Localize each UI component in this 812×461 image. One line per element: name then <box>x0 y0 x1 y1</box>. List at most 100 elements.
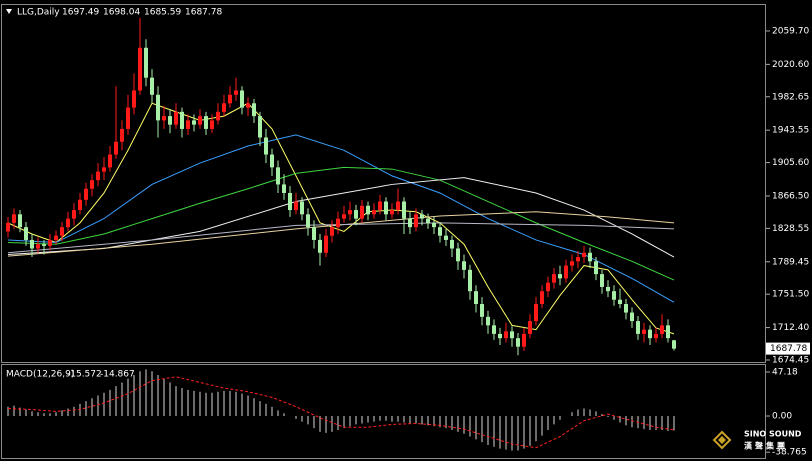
candle-body <box>234 90 238 95</box>
candle-body <box>90 180 94 189</box>
candle-body <box>78 199 82 211</box>
candle-body <box>30 239 34 249</box>
candle-body <box>144 47 148 78</box>
candle-body <box>240 90 244 108</box>
candle-body <box>516 338 520 347</box>
candle-body <box>306 214 310 228</box>
candle-body <box>510 331 514 339</box>
candle-body <box>198 116 202 125</box>
candle-body <box>252 103 256 117</box>
candle-body <box>384 201 388 215</box>
candle-body <box>390 210 394 215</box>
candle-body <box>402 201 406 219</box>
current-price-label: 1687.78 <box>770 344 807 354</box>
moving-average <box>7 222 675 254</box>
candle-body <box>396 201 400 211</box>
candle-body <box>462 261 466 270</box>
candle-body <box>594 261 598 275</box>
candle-body <box>414 214 418 228</box>
macd-title: MACD(12,26,9) <box>6 370 74 380</box>
macd-panel <box>1 364 766 459</box>
candle-body <box>60 227 64 236</box>
candle-body <box>324 235 328 253</box>
candle-body <box>186 120 190 129</box>
candle-body <box>120 128 124 142</box>
candle-body <box>210 120 214 129</box>
candle-body <box>6 222 10 232</box>
candle-body <box>54 235 58 240</box>
candle-body <box>270 154 274 168</box>
moving-average <box>7 166 675 281</box>
candle-body <box>42 244 46 246</box>
y-tick-label: 1828.55 <box>772 224 809 234</box>
candle-body <box>564 265 568 279</box>
logo-icon-core <box>718 436 726 444</box>
candle-body <box>36 244 40 249</box>
candle-body <box>348 210 352 215</box>
candle-body <box>354 210 358 219</box>
brand-chinese: 漢聲集團 <box>744 441 788 451</box>
candle-body <box>672 340 676 349</box>
candle-body <box>288 192 292 211</box>
header-ohlc: 1685.59 <box>144 8 181 18</box>
header-ohlc: 1698.04 <box>103 8 140 18</box>
candle-body <box>618 299 622 305</box>
candle-body <box>630 312 634 322</box>
moving-average <box>7 211 675 257</box>
candle-body <box>18 214 22 228</box>
candle-body <box>318 239 322 253</box>
y-tick-label: 1982.65 <box>772 92 809 102</box>
candle-body <box>126 107 130 129</box>
y-tick-label: 1674.45 <box>772 355 809 365</box>
candle-body <box>300 201 304 215</box>
candle-body <box>486 316 490 326</box>
candle-body <box>408 218 412 228</box>
y-tick-label: 1751.50 <box>772 290 809 300</box>
y-tick-label: 1943.55 <box>772 126 809 136</box>
signal-line <box>7 376 675 449</box>
candle-body <box>588 252 592 262</box>
candle-body <box>498 333 502 339</box>
brand-name: SINO SOUND <box>744 430 802 439</box>
candle-body <box>444 235 448 240</box>
candle-body <box>468 269 472 292</box>
candle-body <box>378 201 382 211</box>
candle-body <box>72 210 76 219</box>
candle-body <box>492 325 496 334</box>
candle-body <box>138 47 142 91</box>
candle-body <box>522 333 526 347</box>
candle-body <box>666 325 670 339</box>
candle-body <box>330 227 334 236</box>
candle-body <box>156 94 160 121</box>
candle-body <box>174 111 178 125</box>
header-ohlc: 1697.49 <box>62 8 99 18</box>
macd-value: -15.572 <box>67 370 102 380</box>
y-tick-label: 0.00 <box>772 412 792 422</box>
candle-body <box>558 274 562 279</box>
candle-body <box>84 188 88 200</box>
candle-body <box>582 252 586 258</box>
candle-body <box>66 218 70 228</box>
candle-body <box>114 141 118 155</box>
candle-body <box>246 103 250 108</box>
candle-body <box>132 90 136 108</box>
candle-body <box>576 257 580 262</box>
y-tick-label: 1866.50 <box>772 191 809 201</box>
y-tick-label: 47.18 <box>772 368 798 378</box>
candle-body <box>258 116 262 138</box>
candle-body <box>612 291 616 300</box>
candle-body <box>456 248 460 262</box>
candle-body <box>48 239 52 246</box>
candle-body <box>438 227 442 236</box>
candle-body <box>420 214 424 219</box>
candle-body <box>504 331 508 339</box>
candle-body <box>642 329 646 334</box>
candle-body <box>294 201 298 211</box>
candle-body <box>336 218 340 228</box>
candle-body <box>360 205 364 219</box>
menu-triangle <box>6 9 12 14</box>
candle-body <box>426 218 430 223</box>
candle-body <box>24 227 28 240</box>
